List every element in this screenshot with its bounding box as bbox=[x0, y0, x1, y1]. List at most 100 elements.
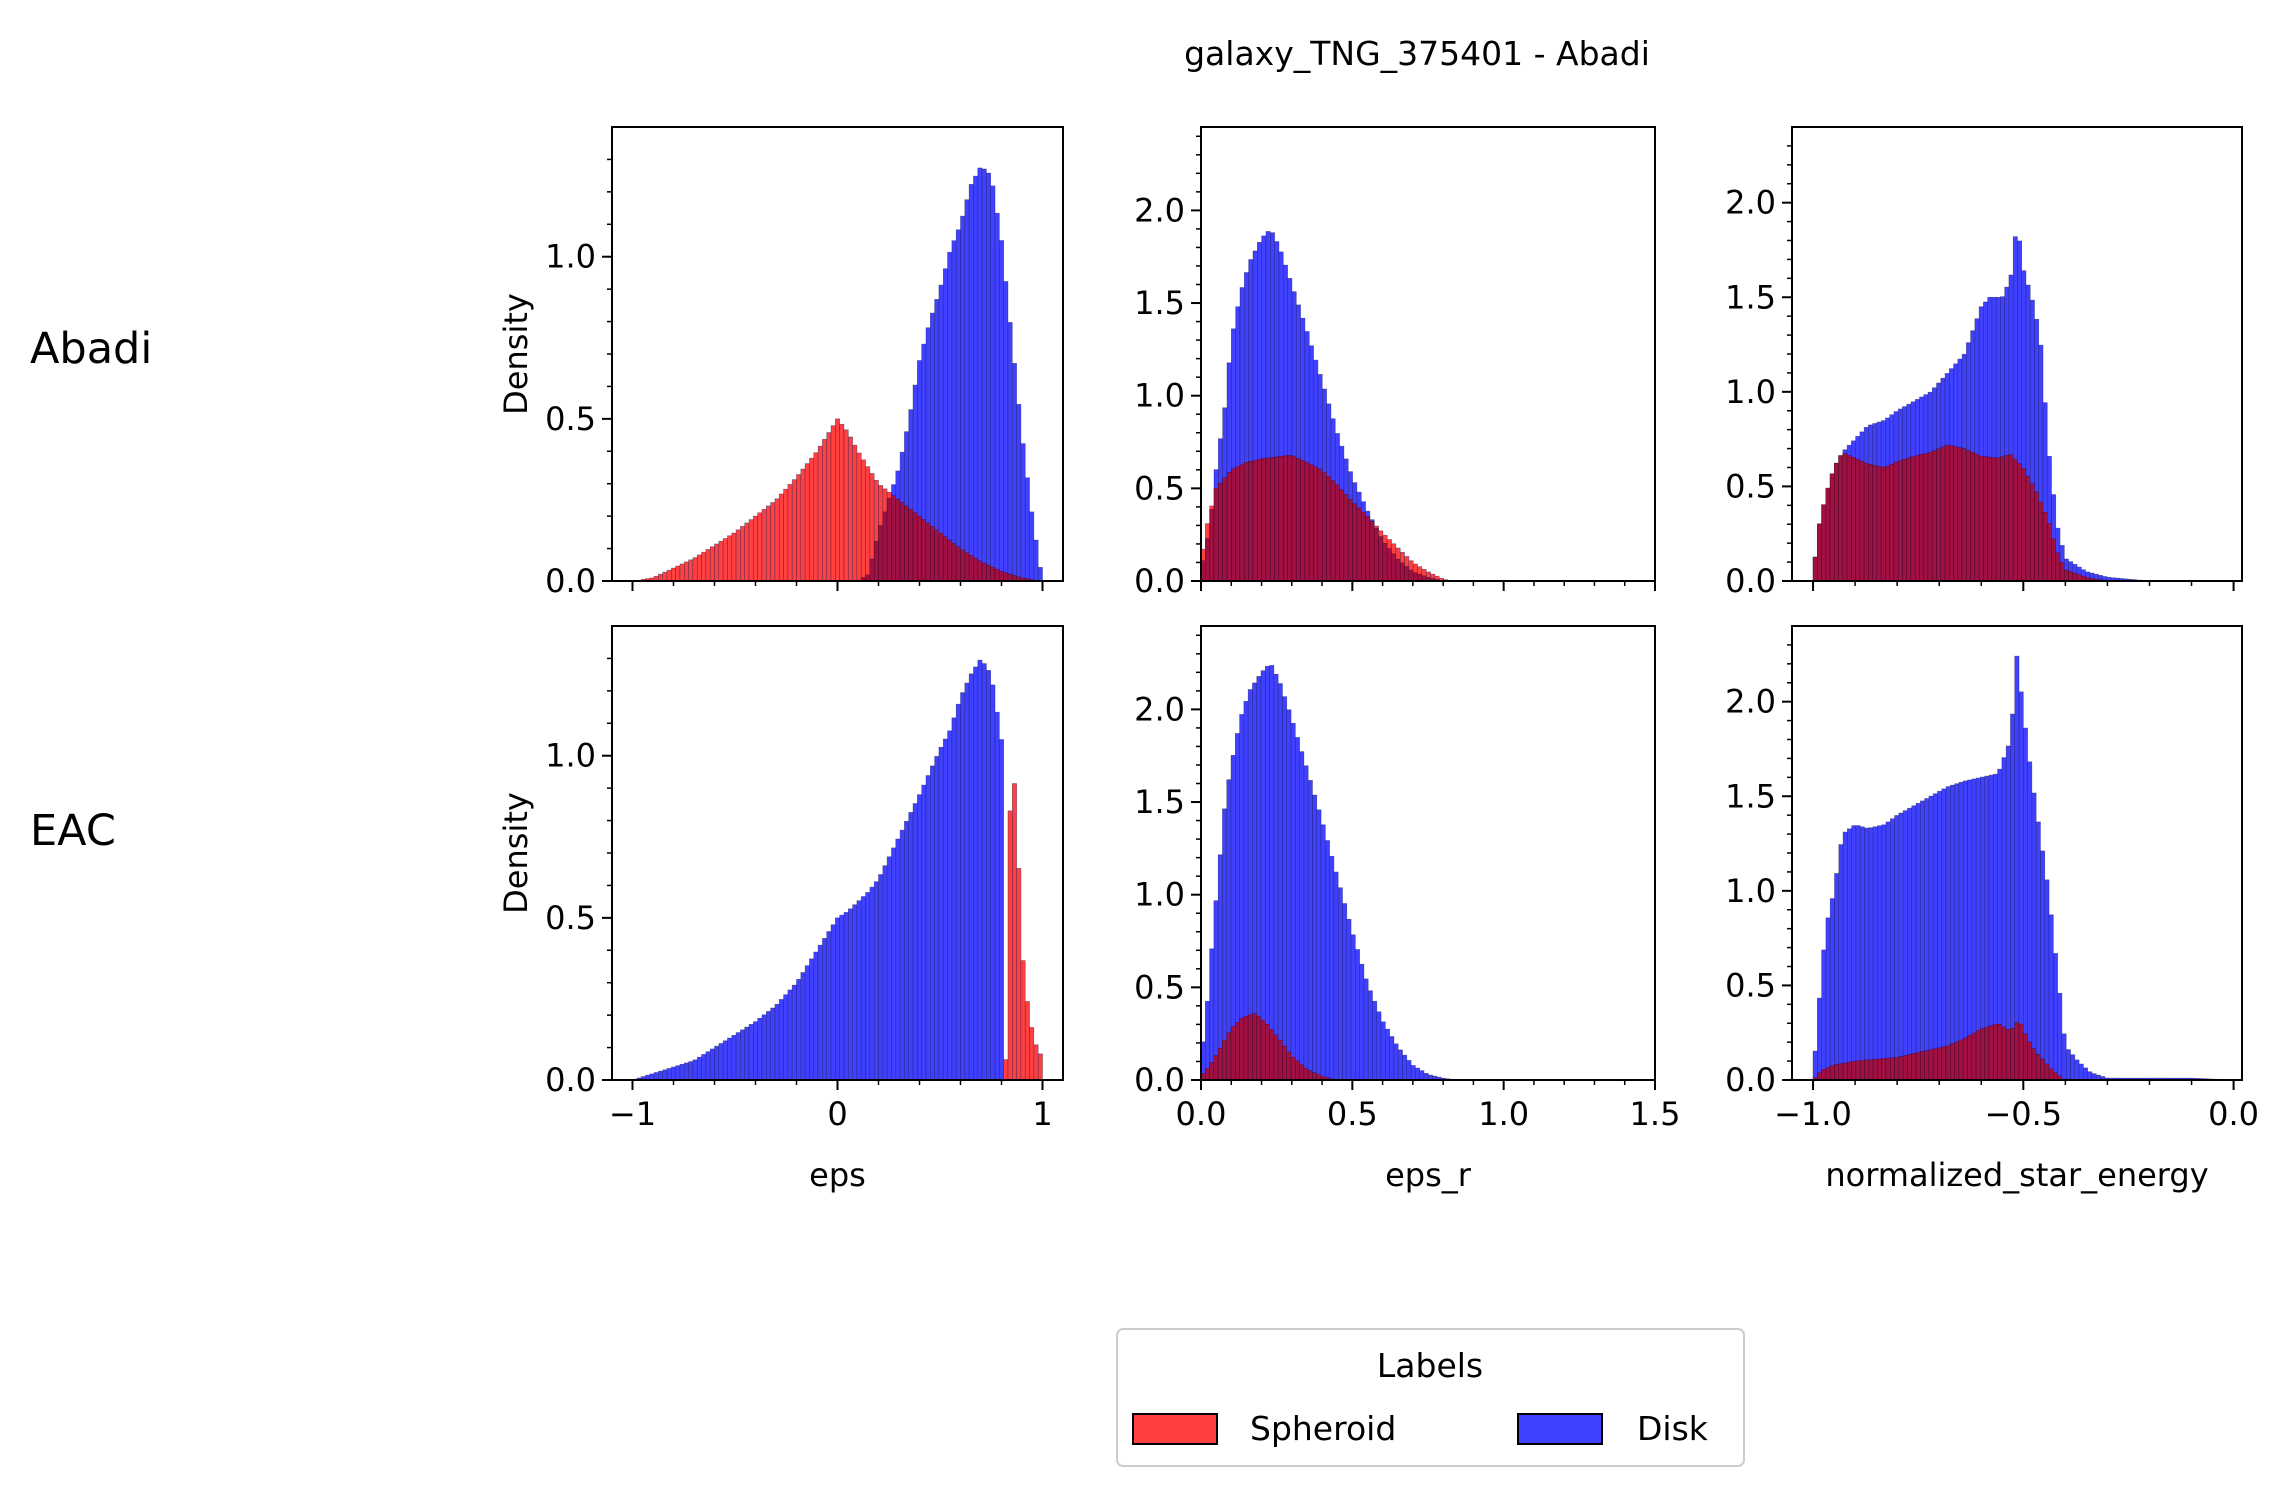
histogram-bar bbox=[873, 881, 879, 1081]
y-tick-label: 0.5 bbox=[1725, 467, 1776, 505]
histogram-bar-overlap bbox=[1286, 1051, 1292, 1081]
histogram-bar bbox=[1847, 828, 1852, 1081]
histogram-bar-overlap bbox=[2044, 1063, 2050, 1081]
histogram-bar bbox=[675, 1065, 681, 1081]
histogram-bar-overlap bbox=[2005, 1029, 2011, 1081]
histogram-bar-overlap bbox=[1321, 471, 1327, 582]
histogram-bar-overlap bbox=[1307, 1070, 1313, 1081]
y-tick-label: 1.0 bbox=[545, 737, 596, 775]
y-tick-label: 1.5 bbox=[1725, 278, 1776, 316]
histogram-bar bbox=[1864, 827, 1870, 1081]
histogram-bar bbox=[1928, 795, 1934, 1081]
histogram-bar bbox=[869, 886, 875, 1081]
histogram-bar-overlap bbox=[1244, 462, 1249, 582]
histogram-bar bbox=[1350, 934, 1356, 1081]
histogram-bar bbox=[2031, 792, 2037, 1081]
histogram-bar bbox=[847, 908, 853, 1081]
histogram-bar-overlap bbox=[1880, 466, 1886, 582]
histogram-bar-overlap bbox=[1317, 468, 1323, 582]
histogram-bar bbox=[1217, 854, 1223, 1081]
histogram-bar bbox=[847, 436, 853, 582]
histogram-bars bbox=[636, 659, 1043, 1081]
histogram-bar-overlap bbox=[1829, 473, 1835, 582]
histogram-bar-overlap bbox=[994, 568, 1000, 582]
histogram-bar bbox=[765, 505, 771, 582]
legend-swatch-spheroid bbox=[1132, 1413, 1218, 1445]
histogram-bar-overlap bbox=[1937, 1047, 1943, 1081]
histogram-bar bbox=[1003, 281, 1009, 582]
histogram-bar-overlap bbox=[1910, 456, 1916, 582]
y-tick-label: 0.0 bbox=[1725, 562, 1776, 600]
histogram-bar bbox=[1329, 855, 1335, 1081]
histogram-bar bbox=[1907, 807, 1913, 1081]
histogram-bar bbox=[860, 896, 866, 1081]
histogram-bar bbox=[761, 509, 767, 582]
histogram-bar-overlap bbox=[1872, 465, 1878, 582]
histogram-bar bbox=[666, 1068, 672, 1081]
histogram-bar-overlap bbox=[1958, 1039, 1964, 1081]
histogram-bar-overlap bbox=[1213, 488, 1219, 582]
histogram-bar bbox=[1037, 567, 1043, 582]
histogram-bar-overlap bbox=[1842, 453, 1848, 582]
histogram-bar-overlap bbox=[1343, 494, 1349, 582]
histogram-bar bbox=[1269, 665, 1275, 1081]
histogram-bar bbox=[1346, 918, 1352, 1081]
histogram-bar-overlap bbox=[2025, 475, 2031, 582]
histogram-bar bbox=[839, 424, 845, 582]
histogram-bar-overlap bbox=[1373, 527, 1379, 582]
histogram-bar-overlap bbox=[1265, 1023, 1270, 1081]
histogram-bar bbox=[1898, 812, 1904, 1081]
histogram-bar-overlap bbox=[1290, 1056, 1296, 1081]
histogram-bar bbox=[908, 812, 914, 1081]
histogram-bar bbox=[1962, 780, 1968, 1081]
histogram-bar-overlap bbox=[1243, 1015, 1249, 1081]
y-tick-label: 0.5 bbox=[1134, 968, 1185, 1006]
histogram-bar bbox=[683, 1062, 689, 1081]
histogram-bar bbox=[1817, 997, 1822, 1081]
histogram-bar-overlap bbox=[1825, 487, 1831, 582]
histogram-bar bbox=[2018, 691, 2024, 1081]
y-tick-label: 0.0 bbox=[545, 562, 596, 600]
histogram-bar bbox=[865, 892, 871, 1081]
histogram-bar bbox=[1299, 751, 1305, 1081]
histogram-bar-overlap bbox=[1950, 1043, 1955, 1081]
y-tick-label: 1.0 bbox=[545, 238, 596, 276]
histogram-bar bbox=[1342, 903, 1348, 1081]
y-tick-label: 1.0 bbox=[1134, 876, 1185, 914]
histogram-bar bbox=[727, 535, 733, 582]
histogram-bar bbox=[800, 468, 806, 582]
histogram-bar-overlap bbox=[1954, 1041, 1960, 1081]
histogram-bar-overlap bbox=[869, 558, 875, 582]
histogram-bar bbox=[1372, 1000, 1378, 1081]
figure-title: galaxy_TNG_375401 - Abadi bbox=[1184, 34, 1650, 73]
histogram-bar-overlap bbox=[1360, 511, 1366, 582]
histogram-bar-overlap bbox=[942, 536, 948, 582]
histogram-bar bbox=[1033, 539, 1039, 582]
histogram-bar-overlap bbox=[1970, 452, 1976, 582]
row-label-eac: EAC bbox=[30, 806, 116, 856]
histogram-bar-overlap bbox=[891, 495, 897, 582]
histogram-bar bbox=[1333, 871, 1339, 1081]
histogram-bar-overlap bbox=[1911, 1053, 1917, 1081]
histogram-bar bbox=[1954, 783, 1960, 1081]
histogram-bar-overlap bbox=[1209, 1062, 1215, 1081]
histogram-bar bbox=[2014, 655, 2020, 1081]
histogram-bar bbox=[1397, 1049, 1403, 1081]
histogram-bar bbox=[2040, 850, 2046, 1081]
histogram-bar bbox=[1868, 827, 1874, 1081]
histogram-bar-overlap bbox=[1928, 1049, 1934, 1081]
histogram-bar bbox=[761, 1014, 767, 1081]
histogram-bar bbox=[1376, 1011, 1382, 1081]
histogram-bar bbox=[886, 856, 892, 1081]
histogram-bar-overlap bbox=[947, 539, 953, 582]
histogram-bar bbox=[2023, 727, 2028, 1081]
histogram-bar bbox=[778, 999, 784, 1081]
histogram-bar bbox=[955, 229, 961, 582]
histogram-bar bbox=[843, 912, 849, 1081]
histogram-bar-overlap bbox=[977, 560, 983, 582]
histogram-bar bbox=[1007, 322, 1013, 582]
histogram-bar bbox=[666, 569, 672, 582]
y-tick-label: 0.0 bbox=[1725, 1061, 1776, 1099]
histogram-bar bbox=[994, 212, 1000, 582]
y-axis-label: Density bbox=[497, 293, 535, 415]
